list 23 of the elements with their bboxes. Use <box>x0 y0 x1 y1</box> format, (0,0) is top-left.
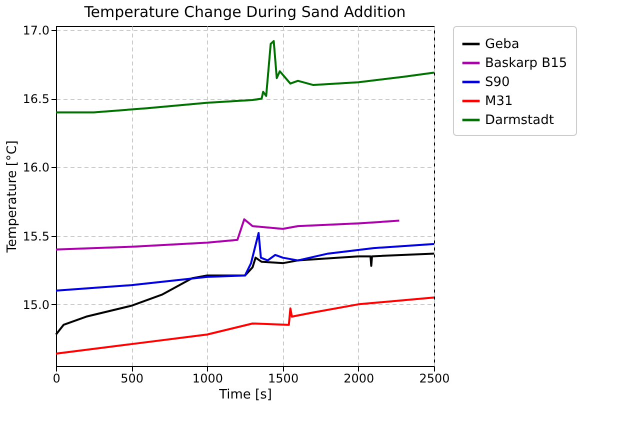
legend-label: S90 <box>485 75 510 90</box>
x-tick-label: 0 <box>52 372 60 386</box>
x-tick-label: 500 <box>120 372 144 386</box>
x-tick-label: 2500 <box>419 372 450 386</box>
x-axis-title: Time [s] <box>218 388 272 402</box>
x-tick-label: 2000 <box>344 372 374 386</box>
y-tick-label: 15.0 <box>22 298 50 312</box>
line-series <box>55 40 435 114</box>
legend-label: M31 <box>485 94 513 109</box>
x-tick-label: 1000 <box>192 372 223 386</box>
y-tick-label: 17.0 <box>22 24 50 38</box>
chart-title: Temperature Change During Sand Addition <box>83 3 406 22</box>
line-series <box>55 218 400 250</box>
y-tick-label: 16.5 <box>22 92 50 106</box>
y-tick-label: 16.0 <box>22 160 50 175</box>
line-series <box>55 296 435 355</box>
y-axis-title: Temperature [°C] <box>4 140 20 254</box>
y-tick-label: 15.5 <box>22 229 50 244</box>
legend-label: Baskarp B15 <box>485 56 568 71</box>
x-tick-label: 1500 <box>268 372 299 386</box>
line-series <box>55 232 435 292</box>
legend-label: Darmstadt <box>485 113 554 128</box>
legend-label: Geba <box>485 37 520 52</box>
